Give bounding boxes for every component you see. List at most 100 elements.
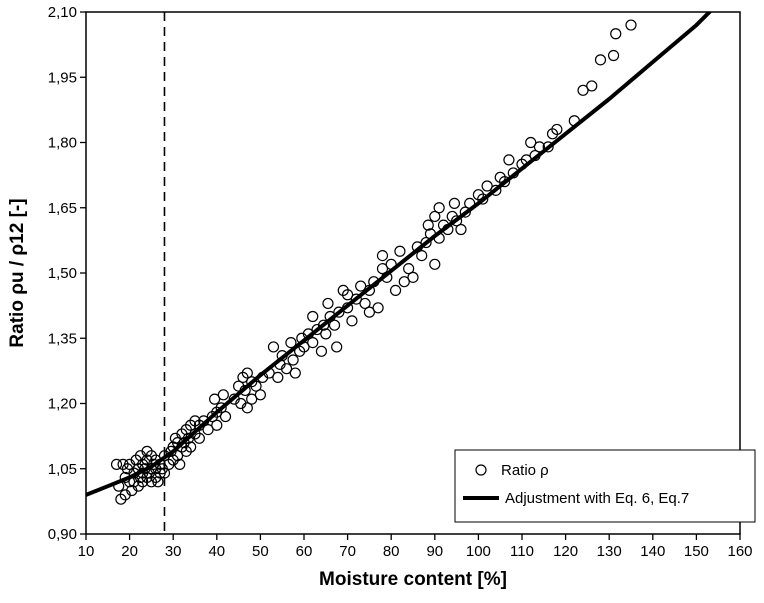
y-tick-label: 1,20 xyxy=(48,396,77,413)
data-point xyxy=(407,271,419,283)
y-tick-label: 1,35 xyxy=(48,330,77,347)
data-point xyxy=(376,263,389,275)
legend-marker-circle xyxy=(475,464,487,476)
data-point xyxy=(110,458,123,470)
data-point xyxy=(217,389,229,401)
data-point xyxy=(533,141,546,153)
data-point xyxy=(322,297,334,310)
legend: Ratio ρ Adjustment with Eq. 6, Eq.7 xyxy=(454,449,756,523)
data-point xyxy=(315,345,328,357)
y-tick-label: 1,05 xyxy=(48,461,77,478)
data-point xyxy=(209,393,221,405)
data-point xyxy=(525,136,537,149)
data-point xyxy=(459,206,471,218)
data-point xyxy=(287,354,299,366)
x-tick-label: 110 xyxy=(510,543,534,560)
data-point xyxy=(152,476,164,488)
data-point xyxy=(346,315,358,327)
data-point xyxy=(318,319,330,331)
x-tick-label: 30 xyxy=(165,543,182,560)
data-point xyxy=(625,19,637,31)
x-tick-label: 60 xyxy=(296,543,313,560)
data-point xyxy=(241,367,253,379)
data-point xyxy=(246,393,258,405)
x-tick-label: 80 xyxy=(383,543,400,560)
data-point xyxy=(350,293,362,305)
data-point xyxy=(577,84,589,96)
x-tick-label: 140 xyxy=(640,543,665,560)
data-point xyxy=(394,245,406,257)
data-point xyxy=(420,236,432,249)
y-tick-label: 1,80 xyxy=(48,135,77,152)
axes-layer: 10 20 30 40 50 60 70 80 90 100 110 120 130 140 150 160 0… xyxy=(7,4,753,590)
data-point xyxy=(363,306,375,318)
data-point xyxy=(481,180,493,192)
x-tick-label: 10 xyxy=(78,543,95,560)
y-tick-label: 0,90 xyxy=(48,526,77,543)
data-point xyxy=(490,184,502,196)
data-point xyxy=(594,54,607,66)
plot-content xyxy=(86,12,713,534)
data-point xyxy=(185,441,197,453)
legend-label-adjustment: Adjustment with Eq. 6, Eq.7 xyxy=(505,490,689,507)
data-point xyxy=(422,219,434,231)
data-point xyxy=(355,280,367,292)
data-point xyxy=(174,458,186,470)
y-tick-label: 1,95 xyxy=(48,69,77,86)
plot-area xyxy=(86,12,713,534)
x-tick-label: 150 xyxy=(684,543,709,560)
data-point xyxy=(403,263,415,275)
x-tick-label: 90 xyxy=(426,543,443,560)
data-point xyxy=(451,215,463,227)
data-point xyxy=(307,310,319,323)
x-tick-label: 50 xyxy=(252,543,269,560)
data-point xyxy=(171,450,184,462)
data-point xyxy=(542,141,554,153)
data-point xyxy=(202,424,214,436)
data-point xyxy=(429,210,441,223)
data-point xyxy=(433,202,445,214)
data-point xyxy=(455,223,467,236)
data-point xyxy=(416,250,428,262)
data-point xyxy=(610,28,622,40)
legend-box xyxy=(454,449,756,523)
x-tick-label: 100 xyxy=(466,543,491,560)
data-point xyxy=(254,389,266,401)
data-point xyxy=(607,49,620,62)
data-point xyxy=(331,341,343,353)
data-point xyxy=(342,289,354,301)
y-tick-label: 1,65 xyxy=(48,200,77,217)
data-point xyxy=(211,419,223,431)
legend-label-ratio: Ratio ρ xyxy=(501,462,549,479)
data-point xyxy=(272,371,284,383)
fit-curve xyxy=(86,12,713,497)
data-point xyxy=(503,154,515,166)
data-point xyxy=(477,193,489,205)
data-point xyxy=(398,276,410,288)
data-point xyxy=(267,341,280,353)
x-axis-title: Moisture content [%] xyxy=(319,569,507,590)
x-tick-label: 20 xyxy=(121,543,138,560)
data-point xyxy=(193,432,205,444)
data-point xyxy=(389,284,402,296)
data-point xyxy=(320,328,332,340)
data-point xyxy=(333,306,345,318)
data-point xyxy=(586,80,598,92)
y-tick-label: 1,50 xyxy=(48,265,77,282)
data-point xyxy=(376,250,389,262)
data-point xyxy=(289,367,301,379)
y-tick-label: 2,10 xyxy=(48,4,77,21)
data-point xyxy=(158,467,171,479)
data-point xyxy=(328,319,341,331)
data-point xyxy=(219,410,232,423)
data-point xyxy=(307,337,319,349)
data-point xyxy=(215,402,227,414)
x-tick-label: 120 xyxy=(553,543,578,560)
y-axis-title: Ratio ρu / ρ12 [-] xyxy=(7,198,28,347)
x-tick-label: 130 xyxy=(597,543,622,560)
data-point xyxy=(359,297,371,310)
data-point xyxy=(551,123,563,136)
x-tick-label: 70 xyxy=(339,543,356,560)
